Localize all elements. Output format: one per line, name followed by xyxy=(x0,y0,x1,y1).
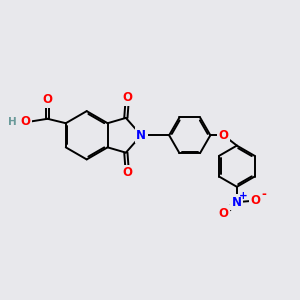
Text: -: - xyxy=(261,188,266,201)
Text: H: H xyxy=(8,117,17,127)
Text: O: O xyxy=(219,129,229,142)
Text: O: O xyxy=(122,92,132,104)
Text: O: O xyxy=(21,115,31,128)
Text: N: N xyxy=(232,196,242,208)
Text: N: N xyxy=(136,129,146,142)
Text: O: O xyxy=(122,166,132,179)
Text: O: O xyxy=(43,93,52,106)
Text: +: + xyxy=(239,190,248,201)
Text: O: O xyxy=(250,194,260,207)
Text: O: O xyxy=(219,207,229,220)
